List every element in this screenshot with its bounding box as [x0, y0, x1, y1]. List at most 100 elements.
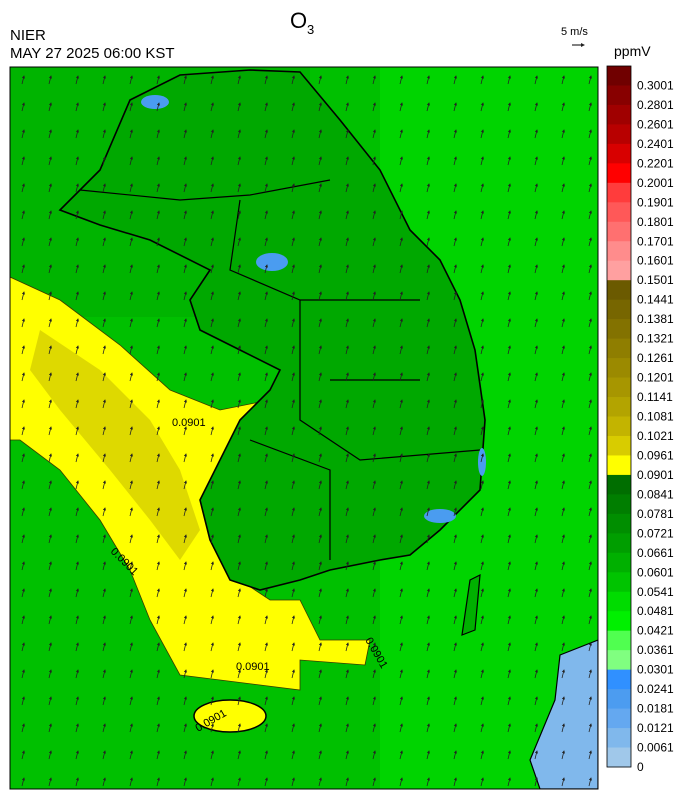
wind-arrow [75, 507, 79, 517]
wind-arrow [453, 750, 457, 760]
colorbar-label: 0.2401 [637, 137, 674, 151]
wind-arrow [561, 102, 565, 112]
wind-arrow [480, 507, 484, 517]
wind-arrow [48, 264, 52, 274]
colorbar-swatch [607, 572, 631, 593]
wind-arrow [291, 399, 295, 409]
wind-arrow [480, 237, 484, 247]
colorbar-label: 0.0721 [637, 526, 674, 540]
wind-arrow [237, 453, 241, 463]
colorbar-swatch [607, 260, 631, 281]
wind-arrow [426, 264, 430, 274]
wind-arrow [480, 588, 484, 598]
wind-arrow [561, 534, 565, 544]
wind-arrow [210, 588, 214, 598]
wind-arrow [345, 669, 349, 679]
wind-arrow [291, 264, 295, 274]
wind-arrow [237, 588, 241, 598]
wind-arrow [372, 372, 376, 382]
colorbar-swatch [607, 299, 631, 320]
wind-arrow [480, 750, 484, 760]
wind-arrow [453, 669, 457, 679]
wind-arrow [210, 696, 214, 706]
wind-arrow [21, 264, 25, 274]
wind-arrow [210, 372, 214, 382]
wind-arrow [210, 318, 214, 328]
wind-arrow [21, 480, 25, 490]
wind-arrow [399, 399, 403, 409]
wind-arrow [345, 426, 349, 436]
wind-arrow [426, 642, 430, 652]
wind-arrow [372, 507, 376, 517]
wind-arrow [318, 426, 322, 436]
wind-arrow [318, 480, 322, 490]
wind-arrow [453, 426, 457, 436]
wind-arrow [183, 480, 187, 490]
wind-arrow [21, 507, 25, 517]
wind-arrow [399, 615, 403, 625]
wind-arrow [48, 183, 52, 193]
wind-arrow [507, 372, 511, 382]
colorbar-label: 0.1201 [637, 371, 674, 385]
wind-arrow [264, 588, 268, 598]
wind-arrow [345, 534, 349, 544]
wind-arrow [480, 399, 484, 409]
wind-arrow [426, 399, 430, 409]
wind-arrow [75, 102, 79, 112]
wind-arrow [48, 642, 52, 652]
wind-arrow [291, 237, 295, 247]
colorbar-swatch [607, 630, 631, 651]
wind-arrow [75, 129, 79, 139]
wind-arrow [588, 210, 592, 220]
wind-arrow [183, 102, 187, 112]
wind-arrow [75, 750, 79, 760]
wind-arrow [264, 156, 268, 166]
wind-arrow [291, 723, 295, 733]
wind-arrow [318, 669, 322, 679]
wind-arrow [345, 183, 349, 193]
wind-arrow [102, 210, 106, 220]
wind-arrow [318, 264, 322, 274]
low-spot [478, 448, 486, 476]
wind-arrow [264, 426, 268, 436]
wind-arrow [264, 237, 268, 247]
wind-arrow [345, 102, 349, 112]
wind-arrow [48, 156, 52, 166]
wind-arrow [426, 156, 430, 166]
wind-arrow [534, 210, 538, 220]
colorbar-swatch [607, 611, 631, 632]
wind-arrow [480, 210, 484, 220]
wind-arrow [426, 750, 430, 760]
wind-arrow [534, 750, 538, 760]
colorbar-label: 0.0061 [637, 741, 674, 755]
wind-arrow [21, 642, 25, 652]
wind-arrow [102, 183, 106, 193]
wind-arrow [561, 507, 565, 517]
wind-arrow [210, 777, 214, 787]
wind-arrow [318, 453, 322, 463]
wind-arrow [561, 723, 565, 733]
wind-arrow [129, 318, 133, 328]
wind-arrow [426, 345, 430, 355]
wind-arrow [156, 453, 160, 463]
wind-arrow [588, 156, 592, 166]
wind-arrow [183, 156, 187, 166]
wind-arrow [237, 696, 241, 706]
wind-arrow [102, 372, 106, 382]
wind-arrow [534, 102, 538, 112]
wind-arrow [588, 453, 592, 463]
colorbar-label: 0.1501 [637, 273, 674, 287]
wind-arrow [48, 588, 52, 598]
wind-arrow [372, 318, 376, 328]
wind-arrow [129, 507, 133, 517]
wind-arrow [426, 615, 430, 625]
wind-arrow [156, 642, 160, 652]
wind-arrow [372, 75, 376, 85]
wind-arrow [561, 588, 565, 598]
wind-arrow [453, 156, 457, 166]
wind-arrow [156, 318, 160, 328]
wind-arrow [156, 102, 160, 112]
wind-arrow [561, 777, 565, 787]
wind-arrow [48, 75, 52, 85]
